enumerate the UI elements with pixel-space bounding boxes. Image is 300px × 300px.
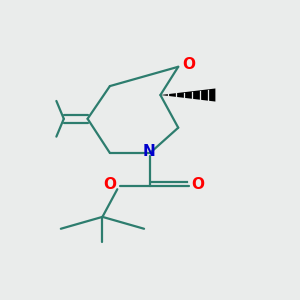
Text: O: O <box>182 57 195 72</box>
Text: N: N <box>142 144 155 159</box>
Text: O: O <box>103 177 116 192</box>
Text: O: O <box>191 177 204 192</box>
Polygon shape <box>160 88 215 102</box>
